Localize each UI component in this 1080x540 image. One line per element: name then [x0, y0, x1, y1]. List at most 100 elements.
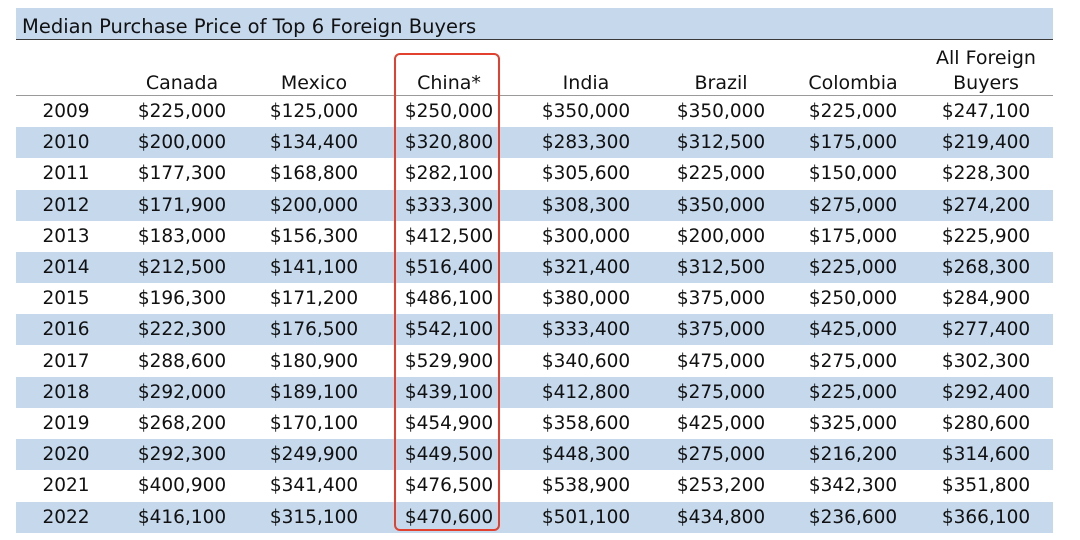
column-header: Brazil: [694, 72, 748, 94]
value-cell: $350,000: [676, 101, 766, 122]
column-header: All Foreign Buyers: [936, 47, 1036, 94]
table-row: 2021 $400,900 $341,400 $476,500 $538,900 $253…: [16, 470, 1053, 501]
value-cell: $375,000: [676, 288, 766, 310]
value-cell: $425,000: [676, 413, 766, 434]
value-cell: $228,300: [941, 163, 1031, 185]
table-row: 2018 $292,000 $189,100 $439,100 $412,800 $275…: [16, 376, 1053, 408]
value-cell: $400,900: [137, 475, 227, 497]
year-cell: 2020: [42, 444, 90, 466]
value-cell: $454,900: [404, 413, 494, 434]
value-cell: $250,000: [404, 101, 494, 122]
table-row: 2012 $171,900 $200,000 $333,300 $308,300 $350…: [16, 189, 1053, 221]
value-cell: $292,300: [137, 444, 227, 466]
value-cell: $366,100: [941, 506, 1031, 528]
value-cell: $275,000: [676, 381, 766, 403]
value-cell: $320,800: [404, 132, 494, 154]
year-cell: 2022: [42, 506, 90, 528]
value-cell: $125,000: [269, 101, 359, 122]
table-row: 2014 $212,500 $141,100 $516,400 $321,400 $312…: [16, 252, 1053, 283]
value-cell: $176,500: [269, 319, 359, 341]
value-cell: $412,800: [541, 381, 631, 403]
value-cell: $325,000: [808, 413, 898, 434]
value-cell: $529,900: [404, 350, 494, 372]
value-cell: $175,000: [808, 225, 898, 247]
header-rule: [16, 95, 1053, 96]
value-cell: $351,800: [941, 475, 1031, 497]
value-cell: $274,200: [941, 194, 1031, 216]
value-cell: $340,600: [541, 350, 631, 372]
header-corner: [26, 40, 106, 96]
year-cell: 2021: [42, 475, 90, 497]
value-cell: $321,400: [541, 257, 631, 278]
value-cell: $333,400: [541, 319, 631, 341]
value-cell: $302,300: [941, 350, 1031, 372]
value-cell: $314,600: [941, 444, 1031, 466]
value-cell: $268,200: [137, 413, 227, 434]
value-cell: $449,500: [404, 444, 494, 466]
value-cell: $277,400: [941, 319, 1031, 341]
price-table: 2009 $225,000 $125,000 $250,000 $350,000 $350…: [16, 40, 1053, 535]
value-cell: $538,900: [541, 475, 631, 497]
table-row: 2009 $225,000 $125,000 $250,000 $350,000 $350…: [16, 96, 1053, 127]
value-cell: $141,100: [269, 257, 359, 278]
year-cell: 2019: [42, 413, 90, 434]
value-cell: $448,300: [541, 444, 631, 466]
value-cell: $171,900: [137, 194, 227, 216]
table-row: 2016 $222,300 $176,500 $542,100 $333,400 $375…: [16, 314, 1053, 346]
value-cell: $341,400: [269, 475, 359, 497]
year-cell: 2009: [42, 101, 90, 122]
value-cell: $342,300: [808, 475, 898, 497]
column-header: Mexico: [280, 72, 348, 94]
value-cell: $268,300: [941, 257, 1031, 278]
value-cell: $333,300: [404, 194, 494, 216]
value-cell: $189,100: [269, 381, 359, 403]
value-cell: $225,000: [808, 257, 898, 278]
value-cell: $283,300: [541, 132, 631, 154]
value-cell: $375,000: [676, 319, 766, 341]
value-cell: $225,000: [808, 101, 898, 122]
value-cell: $247,100: [941, 101, 1031, 122]
year-cell: 2012: [42, 194, 90, 216]
value-cell: $412,500: [404, 225, 494, 247]
value-cell: $280,600: [941, 413, 1031, 434]
year-cell: 2018: [42, 381, 90, 403]
value-cell: $501,100: [541, 506, 631, 528]
value-cell: $312,500: [676, 132, 766, 154]
column-header: Colombia: [808, 72, 898, 94]
value-cell: $225,000: [676, 163, 766, 185]
year-cell: 2015: [42, 288, 90, 310]
value-cell: $476,500: [404, 475, 494, 497]
value-cell: $225,000: [137, 101, 227, 122]
value-cell: $380,000: [541, 288, 631, 310]
value-cell: $350,000: [541, 101, 631, 122]
value-cell: $200,000: [676, 225, 766, 247]
title-bar: Median Purchase Price of Top 6 Foreign B…: [16, 8, 1053, 40]
year-cell: 2014: [42, 257, 90, 278]
value-cell: $350,000: [676, 194, 766, 216]
table-title: Median Purchase Price of Top 6 Foreign B…: [22, 15, 477, 38]
value-cell: $275,000: [808, 194, 898, 216]
value-cell: $300,000: [541, 225, 631, 247]
value-cell: $134,400: [269, 132, 359, 154]
year-cell: 2017: [42, 350, 90, 372]
value-cell: $225,900: [941, 225, 1031, 247]
value-cell: $180,900: [269, 350, 359, 372]
value-cell: $358,600: [541, 413, 631, 434]
column-header: India: [562, 72, 610, 94]
table-row: 2020 $292,300 $249,900 $449,500 $448,300 $275…: [16, 439, 1053, 471]
value-cell: $308,300: [541, 194, 631, 216]
table-row: 2017 $288,600 $180,900 $529,900 $340,600 $475…: [16, 346, 1053, 377]
value-cell: $249,900: [269, 444, 359, 466]
value-cell: $275,000: [676, 444, 766, 466]
value-cell: $236,600: [808, 506, 898, 528]
table-row: 2013 $183,000 $156,300 $412,500 $300,000 $200…: [16, 221, 1053, 252]
value-cell: $312,500: [676, 257, 766, 278]
value-cell: $253,200: [676, 475, 766, 497]
value-cell: $425,000: [808, 319, 898, 341]
value-cell: $542,100: [404, 319, 494, 341]
value-cell: $470,600: [404, 506, 494, 528]
year-cell: 2016: [42, 319, 90, 341]
value-cell: $288,600: [137, 350, 227, 372]
value-cell: $183,000: [137, 225, 227, 247]
value-cell: $284,900: [941, 288, 1031, 310]
